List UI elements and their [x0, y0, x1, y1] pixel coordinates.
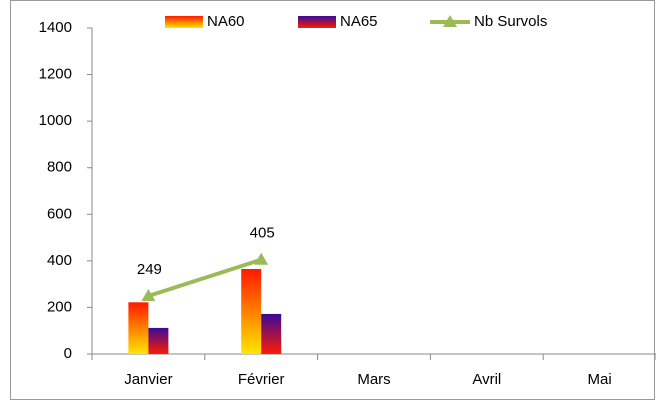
bar — [148, 327, 169, 354]
line-series — [147, 257, 262, 298]
line-marker — [141, 289, 156, 302]
y-tick-label: 200 — [47, 298, 72, 315]
y-tick-label: 600 — [47, 205, 72, 222]
bar — [261, 313, 282, 354]
legend-swatch — [298, 16, 336, 28]
legend-label: Nb Survols — [474, 13, 547, 30]
data-label: 405 — [250, 225, 275, 242]
y-tick-label: 0 — [64, 345, 72, 362]
legend-marker — [443, 15, 457, 27]
legend-swatch — [165, 16, 203, 28]
x-tick-label: Mai — [588, 371, 612, 388]
y-tick-label: 800 — [47, 159, 72, 176]
y-tick-label: 1400 — [39, 19, 72, 36]
bar — [128, 302, 149, 354]
legend-label: NA60 — [207, 13, 245, 30]
legend-label: NA65 — [340, 13, 378, 30]
x-tick-label: Mars — [357, 371, 390, 388]
y-tick-label: 1000 — [39, 112, 72, 129]
y-tick-label: 400 — [47, 252, 72, 269]
y-tick-label: 1200 — [39, 66, 72, 83]
x-tick-label: Février — [238, 371, 285, 388]
chart-frame — [10, 0, 655, 400]
bar — [241, 269, 262, 354]
x-tick-label: Janvier — [124, 371, 172, 388]
data-label: 249 — [137, 261, 162, 278]
x-tick-label: Avril — [472, 371, 501, 388]
line-marker — [254, 252, 269, 265]
